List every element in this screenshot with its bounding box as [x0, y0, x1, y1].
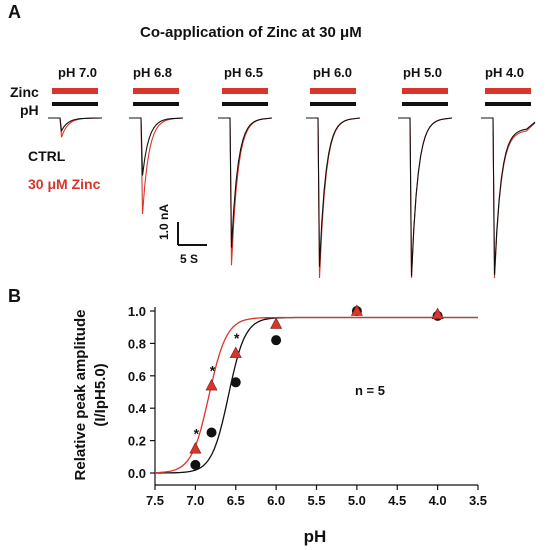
- zinc-application-bar: [402, 88, 448, 94]
- x-tick-label: 5.5: [307, 493, 325, 508]
- x-tick-label: 7.5: [146, 493, 164, 508]
- zinc-data-point: [229, 346, 242, 358]
- ctrl-current-trace: [218, 117, 273, 248]
- zinc-application-bar: [222, 88, 268, 94]
- ph-application-bar: [222, 102, 268, 106]
- panel-a-title: Co-application of Zinc at 30 μM: [140, 24, 362, 41]
- zinc-current-trace: [48, 117, 103, 138]
- fit-curves: [154, 316, 478, 474]
- zinc-row-label: Zinc: [10, 84, 39, 100]
- zinc-current-trace: [398, 117, 453, 279]
- y-tick-label: 0.4: [128, 401, 147, 416]
- y-axis-label-line1: Relative peak amplitude: [72, 310, 89, 481]
- ph-application-bar: [485, 102, 531, 106]
- ph-application-bar: [52, 102, 98, 106]
- zinc-application-bar: [310, 88, 356, 94]
- ctrl-current-trace: [481, 117, 536, 275]
- ctrl-data-point: [230, 377, 241, 388]
- ph-application-bar: [402, 102, 448, 106]
- y-axis-label-line2: (I/IpH5.0): [92, 363, 109, 426]
- ctrl-current-trace: [129, 117, 184, 176]
- x-tick-label: 6.5: [227, 493, 245, 508]
- x-tick-label: 3.5: [469, 493, 487, 508]
- traces-layer: [48, 88, 536, 279]
- ph-application-bar: [133, 102, 179, 106]
- ctrl-current-trace: [398, 117, 453, 277]
- legend-ctrl: CTRL: [28, 148, 66, 164]
- y-tick-label: 1.0: [128, 304, 146, 319]
- scale-bar: 1.0 nA 5 S: [157, 204, 207, 266]
- x-tick-label: 4.5: [388, 493, 406, 508]
- x-tick-label: 6.0: [267, 493, 285, 508]
- ph-label-3: pH 6.5: [224, 65, 264, 80]
- y-tick-label: 0.0: [128, 466, 146, 481]
- fit-curve: [155, 316, 478, 474]
- data-points: [189, 304, 444, 470]
- zinc-application-bar: [52, 88, 98, 94]
- axes-layer: 0.0 0.2 0.4 0.6 0.8 1.0 7.5 7.0 6.5 6.0 5.5 5.0 4.5 4…: [128, 304, 487, 508]
- significance-marks: * * *: [194, 330, 240, 442]
- ph-label-6: pH 4.0: [485, 65, 525, 80]
- ph-row-label: pH: [20, 102, 39, 118]
- scale-bar-y-label: 1.0 nA: [157, 204, 171, 240]
- zinc-application-bar: [133, 88, 179, 94]
- y-tick-label: 0.8: [128, 336, 146, 351]
- legend-zinc: 30 μM Zinc: [28, 176, 101, 192]
- scale-bar-x-label: 5 S: [180, 252, 198, 266]
- x-tick-label: 4.0: [429, 493, 447, 508]
- significance-asterisk: *: [194, 426, 200, 442]
- fit-curve: [154, 316, 478, 474]
- zinc-current-trace: [129, 117, 184, 215]
- zinc-current-trace: [218, 117, 273, 266]
- ph-label-1: pH 7.0: [58, 65, 98, 80]
- ph-application-bar: [310, 102, 356, 106]
- significance-asterisk: *: [210, 363, 216, 379]
- ph-label-4: pH 6.0: [313, 65, 353, 80]
- significance-asterisk: *: [234, 330, 240, 346]
- x-tick-label: 5.0: [348, 493, 366, 508]
- current-traces: 1.0 nA 5 S: [48, 88, 536, 279]
- zinc-data-point: [189, 442, 202, 454]
- n-annotation: n = 5: [355, 383, 385, 398]
- zinc-data-point: [270, 317, 283, 329]
- ph-label-5: pH 5.0: [403, 65, 443, 80]
- x-axis-label: pH: [304, 527, 327, 546]
- ctrl-data-point: [190, 459, 201, 470]
- panel-b-letter: B: [8, 286, 21, 306]
- zinc-current-trace: [481, 117, 536, 279]
- zinc-application-bar: [485, 88, 531, 94]
- ph-response-chart: 0.0 0.2 0.4 0.6 0.8 1.0 7.5 7.0 6.5 6.0 5.5 5.0 4.5 4…: [72, 304, 487, 546]
- ctrl-data-point: [271, 335, 282, 346]
- ph-label-2: pH 6.8: [133, 65, 173, 80]
- zinc-current-trace: [306, 117, 361, 279]
- zinc-data-point: [205, 378, 218, 391]
- zinc-data-point: [431, 307, 444, 320]
- y-tick-label: 0.6: [128, 369, 146, 384]
- ctrl-current-trace: [48, 117, 103, 133]
- y-tick-label: 0.2: [128, 434, 146, 449]
- ctrl-current-trace: [306, 117, 361, 267]
- panel-a-letter: A: [8, 2, 21, 22]
- x-tick-label: 7.0: [186, 493, 204, 508]
- ctrl-data-point: [206, 427, 217, 438]
- zinc-data-point: [350, 304, 363, 316]
